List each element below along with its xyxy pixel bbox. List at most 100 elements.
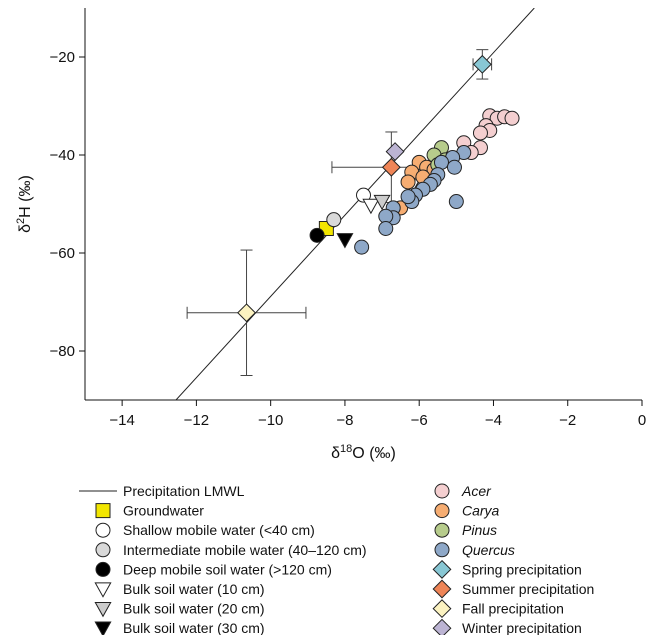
acer-point: [472, 125, 488, 141]
legend-swatch: [432, 579, 452, 599]
intermediate-mobile-water-40-120-cm-series: [326, 212, 342, 228]
legend-label: Bulk soil water (30 cm): [123, 620, 265, 635]
acer-point: [504, 110, 520, 126]
summer-precipitation-point: [381, 157, 401, 177]
legend-swatch: [432, 559, 452, 579]
fall-precipitation-point: [237, 303, 256, 323]
legend-swatch: [94, 621, 112, 635]
y-tick-label: −40: [50, 147, 75, 164]
legend-label: Fall precipitation: [462, 601, 564, 617]
x-tick-label: −2: [559, 412, 576, 429]
legend-swatch: [94, 582, 112, 598]
legend-item-summer-precipitation: Summer precipitation: [432, 579, 594, 599]
bulk-soil-water-20-cm-point: [373, 194, 391, 211]
legend-label: Deep mobile soil water (>120 cm): [123, 561, 332, 577]
legend-item-bulk-soil-water-20-cm: Bulk soil water (20 cm): [94, 601, 265, 618]
legend-item-groundwater: Groundwater: [95, 503, 204, 519]
x-tick-label: −4: [485, 412, 502, 429]
y-axis-label-suffix: H (‰): [17, 175, 34, 218]
legend-swatch: [95, 542, 111, 558]
x-tick-label: −12: [184, 412, 209, 429]
quercus-point: [446, 159, 462, 175]
legend-label: Carya: [462, 503, 500, 519]
y-axis-label: δ2H (‰): [15, 175, 34, 233]
x-axis-label-prefix: δ: [331, 445, 340, 462]
y-axis-label-sup: 2: [15, 218, 27, 224]
legend-swatch: [95, 522, 111, 538]
legend: Precipitation LMWL Groundwater Shallow mob…: [79, 483, 594, 635]
y-axis-label-prefix: δ: [17, 224, 34, 233]
legend-item-shallow-mobile-water-40-cm: Shallow mobile water (<40 cm): [95, 522, 315, 538]
x-tick-label: 0: [638, 412, 646, 429]
deep-mobile-soil-water-120-cm-series: [309, 227, 325, 243]
y-tick-label: −80: [50, 343, 75, 360]
legend-label: Bulk soil water (20 cm): [123, 601, 265, 617]
quercus-point: [448, 194, 464, 210]
x-axis-label-suffix: O (‰): [352, 445, 396, 462]
legend-item-bulk-soil-water-30-cm: Bulk soil water (30 cm): [94, 620, 265, 635]
y-tick-label: −60: [50, 245, 75, 262]
winter-precipitation-point: [385, 142, 405, 162]
x-tick-label: −10: [258, 412, 283, 429]
legend-label: Precipitation LMWL: [123, 483, 245, 499]
legend-swatch: [94, 601, 112, 618]
legend-swatch: [434, 483, 450, 499]
legend-label: Quercus: [462, 542, 515, 558]
legend-label: Bulk soil water (10 cm): [123, 581, 265, 597]
quercus-series: [354, 145, 472, 255]
intermediate-mobile-water-40-120-cm-point: [326, 212, 342, 228]
legend-label: Acer: [461, 483, 492, 499]
legend-swatch: [432, 599, 452, 619]
legend-label: Groundwater: [123, 503, 204, 519]
x-axis-label: δ18O (‰): [331, 443, 396, 462]
legend-item-spring-precipitation: Spring precipitation: [432, 559, 582, 579]
legend-item-carya: Carya: [434, 503, 500, 519]
legend-item-deep-mobile-soil-water-120-cm: Deep mobile soil water (>120 cm): [95, 561, 332, 577]
shallow-mobile-water-40-cm-point: [356, 187, 371, 203]
y-tick-label: −20: [50, 49, 75, 66]
legend-swatch: [434, 503, 450, 519]
deep-mobile-soil-water-120-cm-point: [309, 227, 325, 243]
quercus-point: [378, 221, 394, 236]
x-tick-label: −14: [109, 412, 134, 429]
spring-precipitation-series: [472, 54, 492, 74]
x-tick-label: −6: [411, 412, 428, 429]
quercus-point: [400, 189, 416, 205]
summer-precipitation-series: [381, 157, 401, 177]
winter-precipitation-series: [385, 142, 405, 162]
spring-precipitation-point: [472, 54, 492, 74]
legend-item-bulk-soil-water-10-cm: Bulk soil water (10 cm): [94, 581, 265, 598]
legend-label: Summer precipitation: [462, 581, 594, 597]
x-axis-label-sup: 18: [340, 443, 352, 455]
bulk-soil-water-10-cm-point: [362, 198, 380, 215]
shallow-mobile-water-40-cm-series: [356, 187, 371, 203]
legend-item-intermediate-mobile-water-40-120-cm: Intermediate mobile water (40–120 cm): [95, 542, 367, 558]
legend-item-fall-precipitation: Fall precipitation: [432, 599, 564, 619]
legend-label: Intermediate mobile water (40–120 cm): [123, 542, 367, 558]
legend-item-acer: Acer: [434, 483, 492, 499]
legend-label: Spring precipitation: [462, 561, 582, 577]
bulk-soil-water-30-cm-point: [336, 233, 354, 249]
legend-swatch: [434, 542, 450, 558]
legend-item-precipitation-lmwl: Precipitation LMWL: [79, 483, 245, 499]
carya-point: [400, 174, 416, 190]
plot-clip-group: [175, 8, 535, 400]
legend-swatch: [95, 503, 111, 519]
lmwl-line: [175, 8, 535, 400]
legend-swatch: [432, 618, 452, 635]
legend-swatch: [434, 522, 450, 538]
quercus-point: [354, 239, 370, 255]
legend-swatch: [95, 561, 111, 577]
bulk-soil-water-30-cm-series: [336, 233, 354, 249]
x-tick-label: −8: [336, 412, 353, 429]
legend-item-pinus: Pinus: [434, 522, 497, 538]
legend-label: Shallow mobile water (<40 cm): [123, 522, 315, 538]
legend-label: Winter precipitation: [462, 620, 582, 635]
bulk-soil-water-20-cm-series: [373, 194, 391, 211]
fall-precipitation-series: [237, 303, 256, 323]
legend-item-quercus: Quercus: [434, 542, 515, 558]
legend-item-winter-precipitation: Winter precipitation: [432, 618, 582, 635]
legend-label: Pinus: [462, 522, 497, 538]
